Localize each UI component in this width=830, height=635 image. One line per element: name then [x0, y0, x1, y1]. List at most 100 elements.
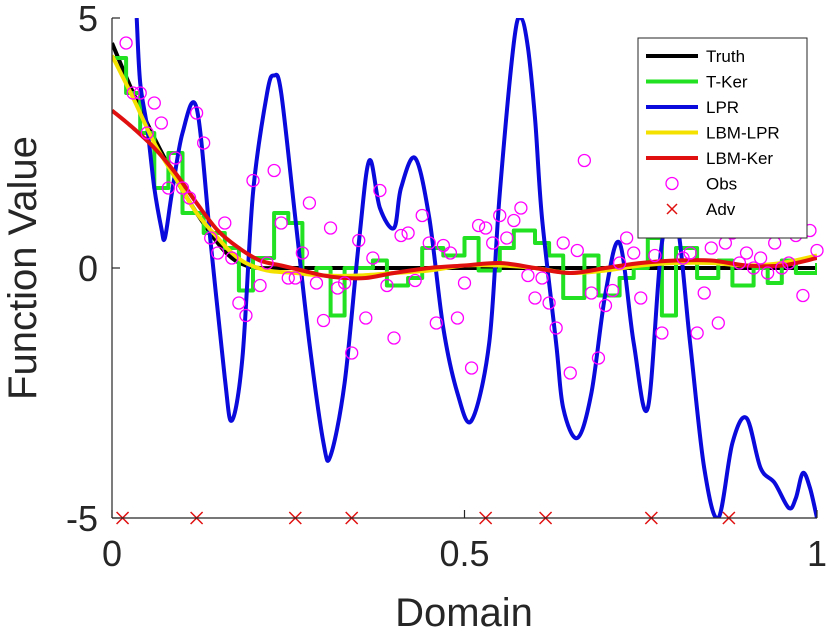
point-obs	[570, 243, 584, 258]
point-obs	[620, 231, 634, 245]
point-obs	[591, 351, 606, 365]
series-line-lpr	[134, 18, 817, 518]
point-obs	[246, 173, 260, 188]
point-obs	[359, 311, 373, 325]
legend-label-obs: Obs	[706, 175, 737, 194]
legend-label-lpr: LPR	[706, 98, 739, 117]
point-obs	[612, 256, 627, 270]
point-obs	[739, 246, 754, 260]
point-obs	[464, 361, 479, 375]
point-obs	[577, 153, 591, 168]
point-obs	[796, 288, 810, 303]
point-obs	[655, 326, 669, 340]
point-obs	[175, 181, 190, 195]
point-obs	[337, 276, 352, 290]
point-obs	[753, 251, 768, 265]
point-obs	[352, 233, 366, 248]
y-axis-title: Function Value	[1, 136, 45, 400]
legend-box	[637, 37, 808, 239]
point-obs	[711, 316, 725, 330]
x-tick-label: 1	[807, 533, 827, 574]
point-obs	[154, 116, 169, 130]
x-axis-title: Domain	[395, 591, 533, 635]
point-obs	[775, 261, 789, 275]
x-tick-label: 0	[102, 533, 122, 574]
point-obs	[323, 221, 338, 235]
point-obs	[493, 208, 507, 223]
point-obs	[598, 298, 613, 313]
axes-layer: 0 0.5 1-505	[66, 0, 827, 574]
point-obs	[584, 286, 599, 300]
point-obs	[676, 251, 690, 265]
point-obs	[697, 286, 711, 300]
point-obs	[704, 241, 718, 255]
point-obs	[366, 251, 380, 265]
legend-label-truth: Truth	[706, 47, 745, 66]
x-tick-label: 0.5	[439, 533, 489, 574]
point-obs	[260, 256, 274, 270]
point-obs	[267, 163, 281, 178]
point-obs	[345, 346, 359, 360]
point-obs	[302, 196, 317, 210]
point-obs	[401, 226, 415, 240]
series-line-lbm-ker	[112, 108, 817, 281]
point-obs	[450, 311, 465, 325]
point-obs	[422, 236, 436, 250]
point-obs	[218, 216, 232, 230]
point-obs	[528, 291, 542, 305]
point-obs	[373, 183, 387, 198]
y-tick-label: 5	[78, 0, 98, 39]
point-obs	[182, 191, 197, 205]
point-obs	[457, 276, 472, 290]
point-obs	[478, 221, 493, 235]
point-obs	[140, 126, 154, 140]
point-obs	[471, 218, 486, 233]
point-obs	[810, 243, 824, 258]
point-obs	[429, 316, 443, 330]
point-obs	[126, 86, 140, 100]
point-obs	[288, 271, 302, 285]
point-obs	[309, 276, 324, 290]
point-obs	[486, 236, 500, 250]
point-obs	[211, 246, 225, 260]
point-obs	[415, 208, 429, 223]
point-obs	[507, 213, 521, 228]
point-obs	[196, 136, 211, 150]
point-obs	[380, 278, 394, 293]
point-obs	[408, 273, 422, 288]
point-obs	[514, 201, 528, 215]
point-obs	[189, 106, 204, 120]
point-obs	[549, 321, 563, 335]
point-obs	[204, 231, 218, 245]
point-obs	[782, 256, 796, 270]
point-obs	[295, 246, 310, 260]
y-tick-label: -5	[66, 498, 98, 539]
point-obs	[147, 96, 161, 110]
point-obs	[443, 246, 458, 260]
point-obs	[556, 236, 570, 250]
point-obs	[690, 326, 704, 340]
point-obs	[683, 246, 697, 260]
point-obs	[732, 256, 747, 270]
legend-label-lbm-lpr: LBM-LPR	[706, 124, 780, 143]
point-obs	[627, 246, 641, 260]
point-obs	[281, 271, 295, 285]
point-obs	[274, 216, 288, 230]
point-obs	[746, 261, 761, 275]
point-obs	[394, 228, 408, 243]
point-obs	[119, 36, 133, 50]
point-obs	[232, 296, 246, 310]
point-obs	[648, 248, 662, 263]
point-obs	[521, 268, 535, 283]
point-obs	[225, 251, 239, 265]
legend-label-t-ker: T-Ker	[706, 73, 748, 92]
point-obs	[605, 283, 620, 298]
point-obs	[500, 231, 514, 245]
point-obs	[168, 151, 183, 165]
series-layer	[112, 18, 817, 518]
point-obs	[436, 238, 451, 253]
legend-label-adv: Adv	[706, 200, 736, 219]
point-obs	[316, 313, 331, 328]
point-obs	[330, 281, 345, 295]
